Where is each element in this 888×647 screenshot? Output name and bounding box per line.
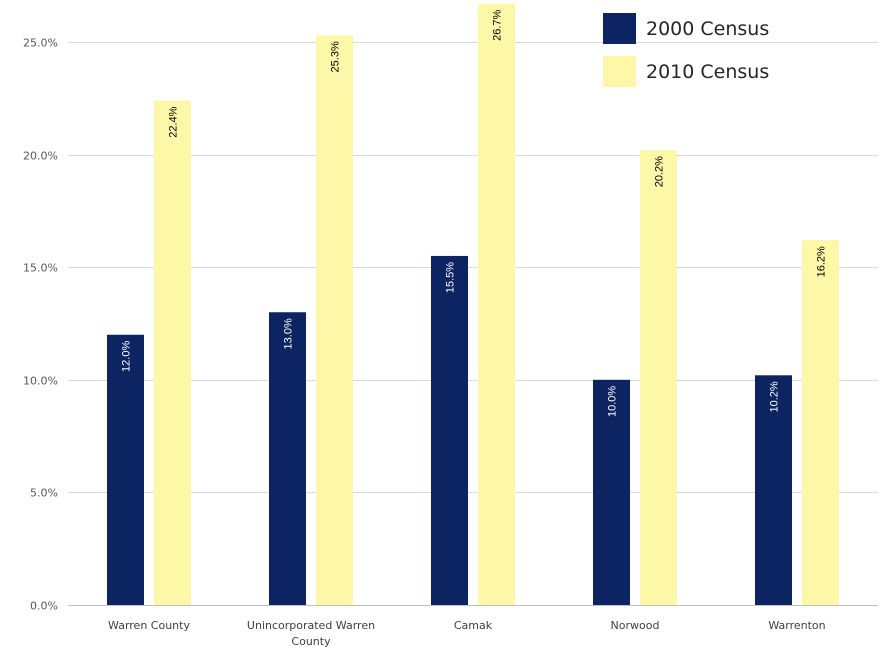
data-label: 10.0%	[607, 386, 619, 417]
y-tick-label: 20.0%	[23, 150, 58, 163]
bar	[431, 255, 468, 605]
category-label: Camak	[454, 619, 493, 632]
category-label: Norwood	[611, 619, 660, 632]
data-label: 16.2%	[816, 246, 828, 277]
y-tick-label: 5.0%	[30, 487, 58, 500]
category-label: Unincorporated Warren	[247, 619, 375, 632]
data-label: 22.4%	[168, 106, 180, 137]
legend: 2000 Census 2010 Census	[603, 13, 769, 87]
bars	[107, 3, 839, 605]
data-label: 26.7%	[492, 10, 504, 41]
legend-label: 2010 Census	[646, 61, 769, 83]
bar	[755, 375, 792, 605]
x-axis-category-labels: Warren County Unincorporated Warren County…	[108, 619, 826, 647]
category-label: Warrenton	[768, 619, 825, 632]
bar	[802, 240, 839, 605]
gridlines	[68, 42, 878, 606]
data-label: 10.2%	[769, 381, 781, 412]
y-tick-label: 0.0%	[30, 600, 58, 613]
data-label: 20.2%	[654, 156, 666, 187]
category-label: County	[291, 635, 331, 647]
data-label: 15.5%	[445, 262, 457, 293]
data-label: 25.3%	[330, 41, 342, 72]
category-label: Warren County	[108, 619, 190, 632]
y-axis-tick-labels: 0.0% 5.0% 10.0% 15.0% 20.0% 25.0%	[23, 37, 58, 613]
bar	[107, 334, 144, 605]
legend-swatch	[603, 13, 636, 44]
bar	[593, 379, 630, 605]
data-label: 12.0%	[121, 341, 133, 372]
legend-label: 2000 Census	[646, 18, 769, 40]
data-labels: 12.0% 22.4% 13.0% 25.3% 15.5% 26.7% 10.0% 20.2%…	[121, 10, 828, 417]
legend-swatch	[603, 56, 636, 87]
bar	[640, 150, 677, 605]
bar	[478, 3, 515, 605]
y-tick-label: 25.0%	[23, 37, 58, 50]
y-tick-label: 15.0%	[23, 262, 58, 275]
bar	[269, 312, 306, 605]
bar	[154, 100, 191, 605]
data-label: 13.0%	[283, 318, 295, 349]
bar	[316, 35, 353, 605]
y-tick-label: 10.0%	[23, 375, 58, 388]
